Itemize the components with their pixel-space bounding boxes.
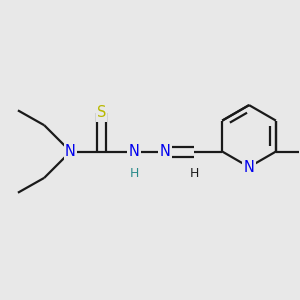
Text: N: N: [65, 144, 76, 159]
Text: N: N: [160, 144, 170, 159]
Text: S: S: [97, 105, 106, 120]
Text: N: N: [129, 144, 140, 159]
Text: H: H: [190, 167, 199, 180]
Text: N: N: [244, 160, 254, 175]
Text: H: H: [129, 167, 139, 180]
